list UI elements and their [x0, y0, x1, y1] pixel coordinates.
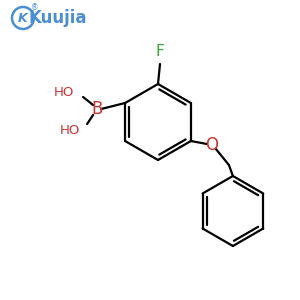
Text: O: O: [206, 136, 218, 154]
Text: HO: HO: [54, 85, 74, 98]
Text: Kuujia: Kuujia: [29, 9, 87, 27]
Text: K: K: [18, 11, 28, 25]
Text: F: F: [156, 44, 164, 59]
Text: HO: HO: [60, 124, 80, 136]
Text: ®: ®: [31, 4, 39, 13]
Text: B: B: [92, 100, 103, 118]
